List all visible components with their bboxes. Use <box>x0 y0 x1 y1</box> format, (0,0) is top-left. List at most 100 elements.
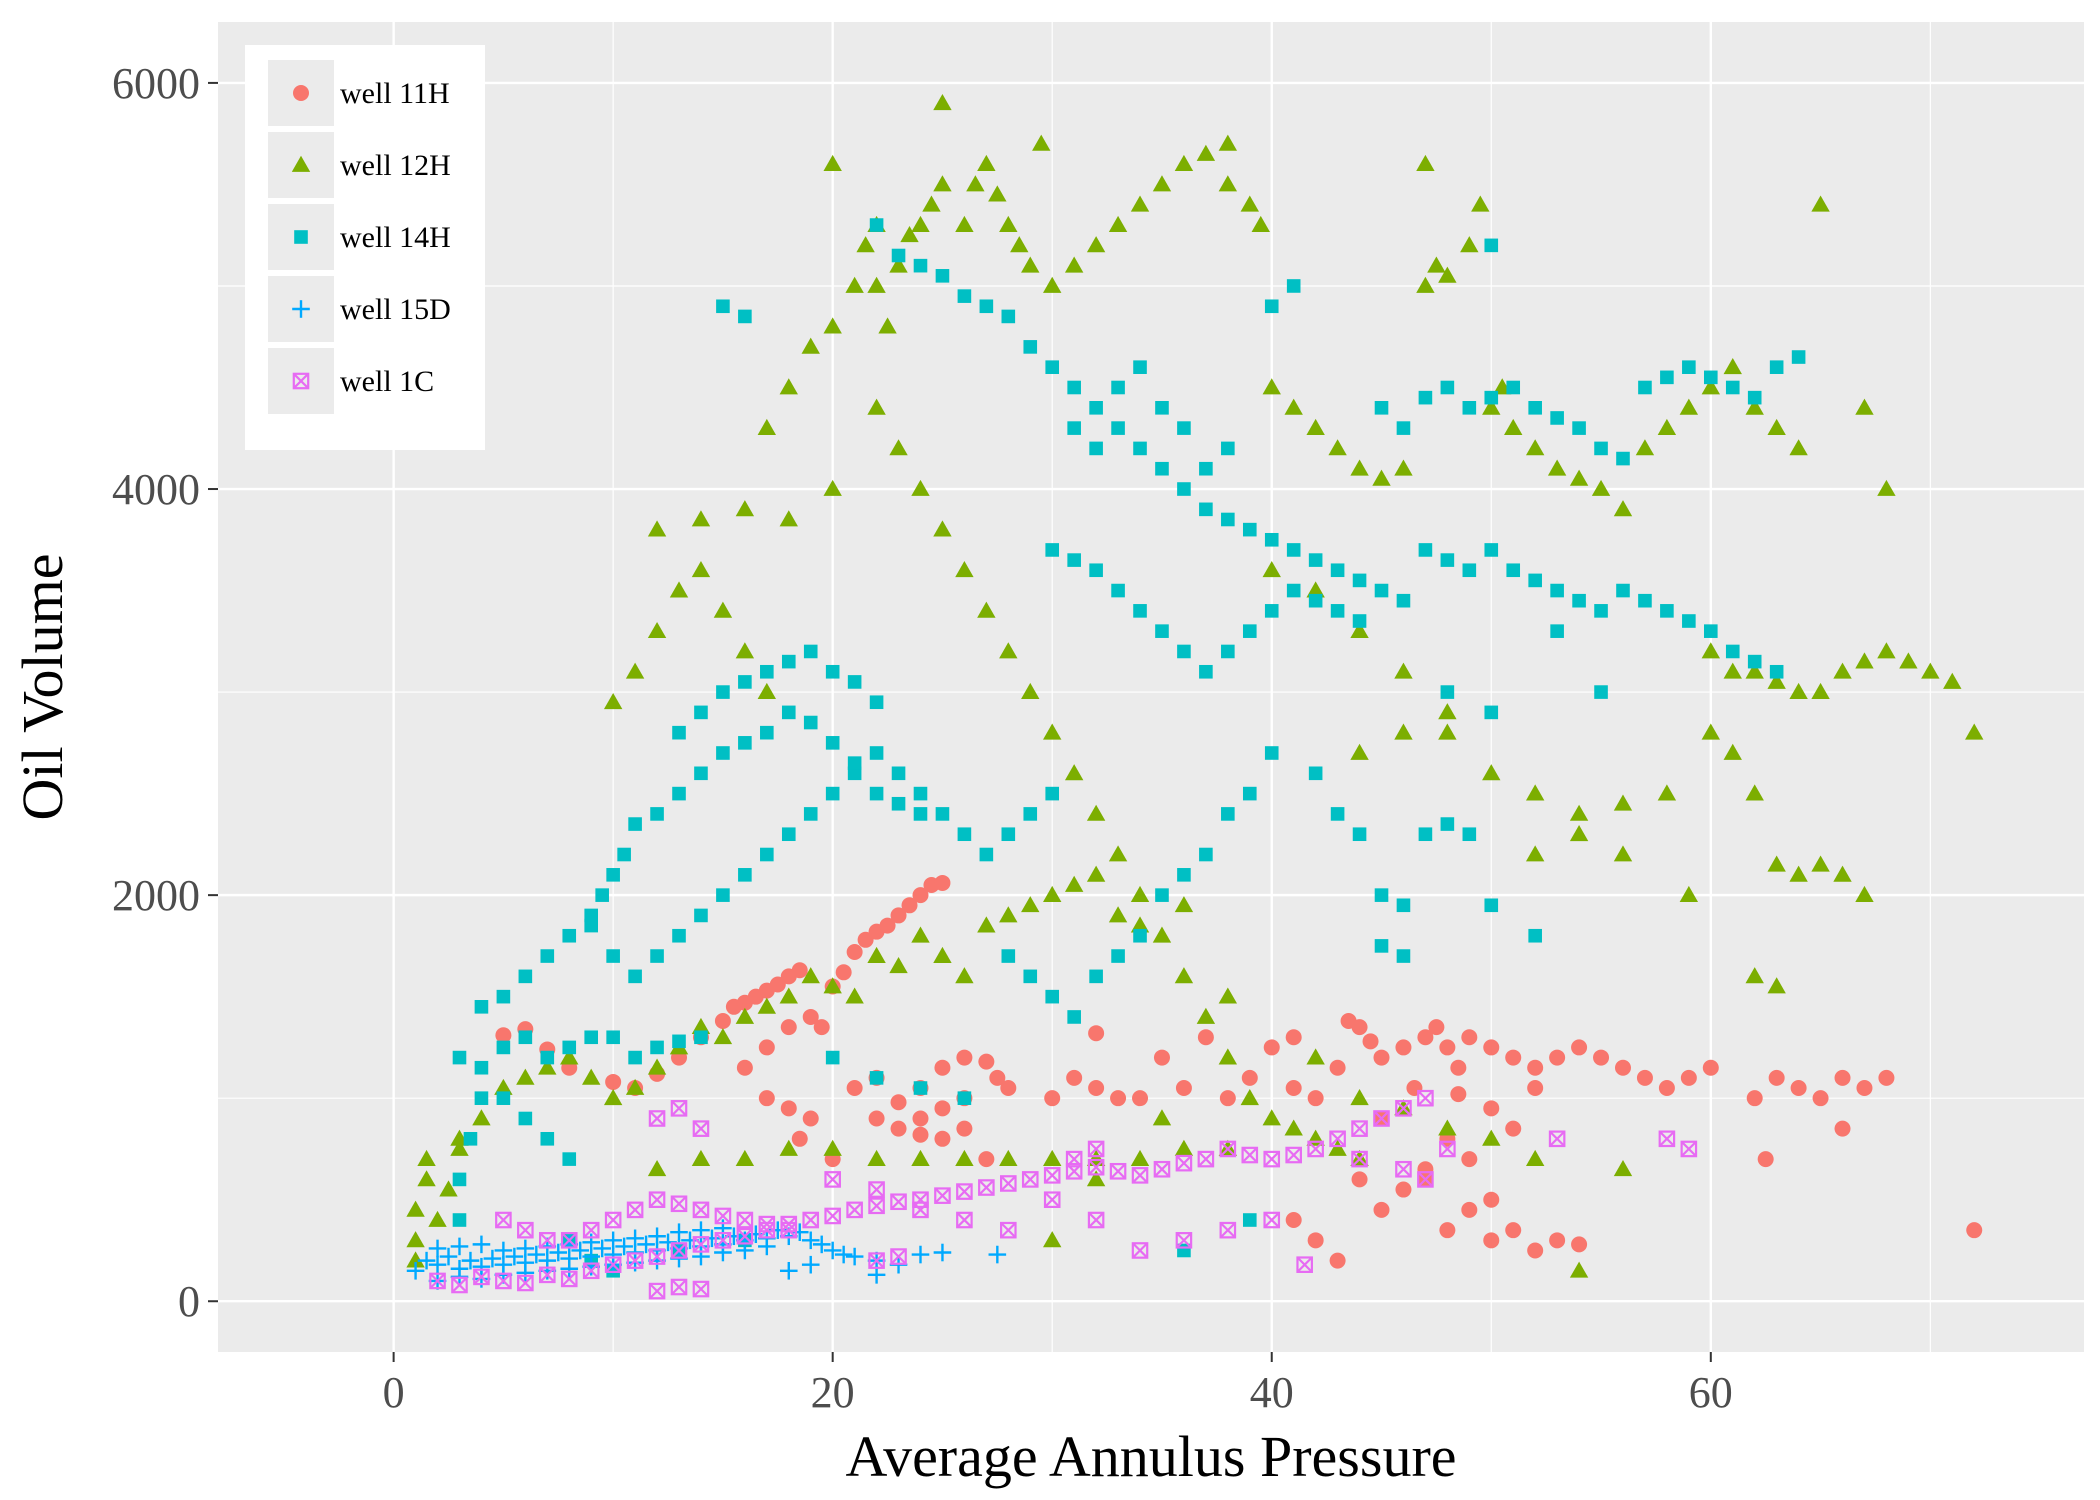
data-point <box>1790 1080 1807 1097</box>
data-point <box>1175 1154 1193 1172</box>
data-point <box>694 908 708 923</box>
data-point <box>1043 1191 1061 1209</box>
data-point <box>1482 398 1501 415</box>
data-point <box>1066 1069 1083 1086</box>
data-point <box>1307 1232 1324 1249</box>
data-point <box>791 962 808 979</box>
data-point <box>595 888 609 902</box>
data-point <box>582 1257 600 1276</box>
data-point <box>713 1028 733 1045</box>
data-point <box>1428 1019 1445 1036</box>
data-point <box>1394 662 1413 679</box>
x-axis: 0 20 40 60 <box>383 1352 1733 1417</box>
data-point <box>1175 1080 1192 1097</box>
data-point <box>956 1183 973 1200</box>
data-point <box>1877 642 1896 659</box>
data-point <box>1064 764 1084 781</box>
data-point <box>1550 624 1564 638</box>
data-point <box>1613 500 1633 517</box>
data-point <box>1747 390 1762 405</box>
data-point <box>1374 888 1389 902</box>
data-point <box>538 1261 557 1280</box>
data-point <box>868 1110 885 1127</box>
data-point <box>1286 543 1301 557</box>
data-point <box>1682 360 1696 374</box>
data-point <box>1306 418 1325 436</box>
data-point <box>1152 175 1172 192</box>
data-point <box>1350 621 1369 639</box>
data-point <box>1177 421 1191 435</box>
data-point <box>1241 1069 1258 1086</box>
data-point <box>417 1170 436 1187</box>
data-point <box>1550 583 1564 598</box>
data-point <box>934 1187 951 1204</box>
data-point <box>626 1229 644 1248</box>
data-point <box>473 1268 490 1286</box>
data-point <box>823 1241 842 1260</box>
series-well-12h <box>406 94 1984 1278</box>
data-point <box>452 1172 467 1187</box>
data-point <box>780 1019 797 1036</box>
data-point <box>452 1213 467 1227</box>
data-point <box>1525 845 1545 862</box>
data-point <box>1043 723 1062 740</box>
data-point <box>868 1252 885 1269</box>
data-point <box>913 258 928 273</box>
data-point <box>1131 1167 1149 1184</box>
data-point <box>845 987 864 1004</box>
data-point <box>1396 421 1411 435</box>
data-point <box>603 1088 623 1106</box>
data-point <box>891 248 906 263</box>
data-point <box>562 1040 577 1055</box>
data-point <box>560 1232 578 1249</box>
data-point <box>999 642 1018 659</box>
data-point <box>505 1247 524 1266</box>
data-point <box>1219 1221 1237 1239</box>
data-point <box>625 662 645 679</box>
data-point <box>1416 154 1435 172</box>
data-point <box>1350 743 1369 760</box>
data-point <box>672 928 686 943</box>
data-point <box>628 969 642 984</box>
data-point <box>1177 644 1191 659</box>
data-point <box>650 1040 664 1055</box>
data-point <box>692 1201 710 1219</box>
data-point <box>527 1245 546 1264</box>
data-point <box>1285 1080 1302 1097</box>
data-point <box>1701 378 1720 395</box>
data-point <box>1155 888 1169 902</box>
data-point <box>1045 360 1060 374</box>
data-point <box>823 154 842 172</box>
data-point <box>869 1071 884 1085</box>
data-point <box>933 94 952 111</box>
data-point <box>911 215 930 232</box>
data-point <box>1174 896 1194 913</box>
data-point <box>1768 1069 1785 1086</box>
data-point <box>911 926 930 943</box>
data-point <box>538 1232 556 1249</box>
data-point <box>1133 441 1147 456</box>
data-point <box>890 1248 907 1265</box>
data-point <box>878 317 897 334</box>
data-point <box>1747 654 1762 669</box>
data-point <box>802 1211 820 1229</box>
data-point <box>1460 236 1479 253</box>
data-point <box>1572 593 1586 608</box>
data-point <box>1001 949 1016 963</box>
data-point <box>1130 916 1150 933</box>
data-point <box>516 1264 535 1282</box>
data-point <box>516 1239 535 1258</box>
data-point <box>846 943 863 960</box>
data-point <box>714 1013 731 1030</box>
data-point <box>912 1201 929 1219</box>
data-point <box>780 1100 797 1117</box>
data-point <box>1483 1232 1500 1249</box>
data-point <box>1506 563 1521 578</box>
data-point <box>845 276 864 293</box>
data-point <box>889 439 908 456</box>
data-point <box>406 1251 425 1268</box>
data-point <box>1682 614 1696 628</box>
data-point <box>670 1100 688 1117</box>
data-point <box>738 736 752 750</box>
data-point <box>496 1040 511 1055</box>
